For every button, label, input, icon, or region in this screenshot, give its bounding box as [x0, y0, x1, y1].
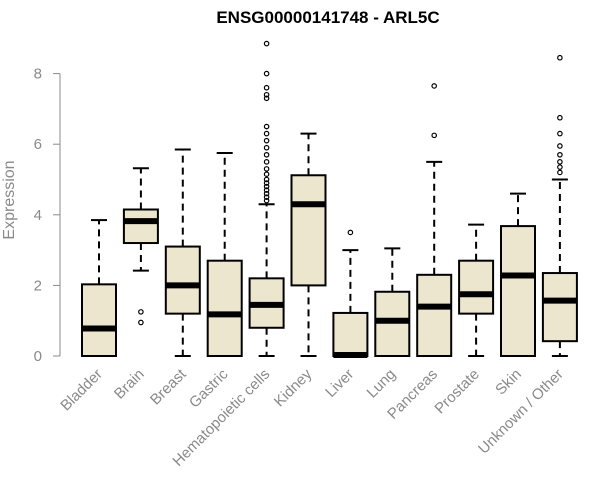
- outlier-point: [263, 123, 270, 130]
- outlier-point: [263, 84, 270, 91]
- chart-title: ENSG00000141748 - ARL5C: [216, 8, 439, 27]
- outlier-point: [263, 137, 270, 144]
- outlier-point: [263, 171, 270, 178]
- outlier-point: [557, 164, 563, 170]
- box-group: [332, 229, 369, 358]
- outlier-point: [263, 194, 270, 200]
- y-axis-label: Expression: [1, 160, 18, 239]
- outlier-point: [557, 159, 563, 165]
- outlier-point: [263, 130, 270, 137]
- box-group: [458, 223, 495, 357]
- box-iqr: [458, 259, 495, 315]
- outlier-point: [263, 166, 270, 172]
- box-iqr: [374, 290, 411, 357]
- outlier-point: [263, 95, 270, 102]
- outlier-point: [557, 151, 563, 158]
- box-iqr: [332, 311, 369, 357]
- outlier-point: [263, 70, 270, 77]
- box-group: [206, 152, 243, 357]
- box-iqr: [164, 245, 201, 315]
- box-group: [81, 219, 117, 357]
- x-category-label: Prostate: [431, 366, 483, 418]
- x-category-label: Skin: [492, 366, 525, 399]
- box-group: [541, 54, 578, 357]
- x-category-label: Breast: [147, 365, 190, 408]
- outlier-point: [263, 197, 270, 204]
- outlier-point: [431, 132, 438, 139]
- x-category-label: Liver: [322, 366, 357, 401]
- y-tick-label: 6: [34, 136, 42, 153]
- outlier-point: [263, 151, 270, 158]
- box-group: [416, 83, 453, 357]
- outlier-point: [263, 144, 270, 151]
- outlier-point: [138, 309, 144, 315]
- outlier-point: [557, 143, 563, 149]
- outlier-point: [557, 169, 563, 176]
- x-category-label: Kidney: [271, 365, 316, 410]
- boxes-layer: [81, 40, 578, 358]
- box-group: [164, 148, 201, 357]
- x-category-label: Lung: [364, 366, 400, 402]
- outlier-point: [431, 83, 438, 89]
- outlier-point: [263, 91, 270, 98]
- outlier-point: [263, 40, 270, 47]
- outlier-point: [263, 183, 270, 190]
- outlier-point: [557, 54, 563, 61]
- outlier-point: [263, 176, 270, 183]
- x-category-label: Bladder: [57, 366, 106, 415]
- box-iqr: [541, 272, 578, 343]
- box-iqr: [122, 208, 159, 245]
- x-category-label: Brain: [111, 366, 148, 403]
- outlier-point: [557, 114, 563, 121]
- outlier-point: [263, 180, 270, 186]
- outlier-point: [263, 190, 270, 197]
- box-group: [122, 167, 159, 326]
- y-tick-label: 4: [34, 207, 42, 224]
- box-group: [290, 132, 327, 357]
- box-iqr: [81, 283, 117, 357]
- outlier-point: [347, 229, 354, 236]
- outlier-point: [138, 319, 144, 326]
- y-tick-label: 0: [34, 348, 42, 365]
- box-iqr: [290, 174, 327, 287]
- y-axis: 0 2 4 6 8: [34, 66, 61, 365]
- box-group: [500, 192, 536, 357]
- y-tick-label: 2: [34, 277, 42, 294]
- box-iqr: [500, 225, 536, 357]
- outlier-point: [557, 130, 563, 137]
- box-iqr: [416, 273, 453, 357]
- box-group: [248, 40, 285, 357]
- box-iqr: [206, 259, 243, 357]
- outlier-point: [263, 187, 270, 193]
- y-tick-label: 8: [34, 66, 42, 83]
- outlier-point: [263, 159, 270, 165]
- box-group: [374, 247, 411, 357]
